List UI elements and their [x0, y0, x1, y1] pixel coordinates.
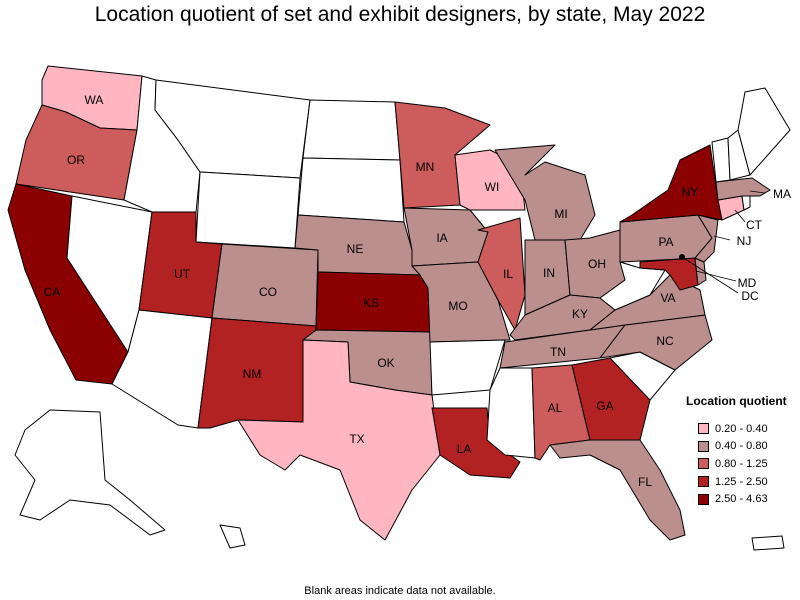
label-pa: PA — [658, 235, 673, 249]
label-ne: NE — [347, 242, 364, 256]
label-la: LA — [457, 442, 472, 456]
state-pr[interactable] — [751, 535, 785, 551]
label-in: IN — [543, 266, 555, 280]
label-tx: TX — [349, 432, 364, 446]
legend-item: 1.25 - 2.50 — [698, 473, 768, 491]
state-ny[interactable] — [619, 144, 723, 223]
state-sd[interactable] — [297, 157, 405, 223]
label-ct: CT — [746, 218, 763, 232]
label-tn: TN — [550, 345, 566, 359]
label-md: MD — [738, 276, 757, 290]
legend-label: 0.80 - 1.25 — [715, 457, 768, 470]
label-ky: KY — [572, 307, 588, 321]
legend-item: 2.50 - 4.63 — [698, 490, 768, 508]
state-mi[interactable] — [494, 144, 596, 241]
footnote: Blank areas indicate data not available. — [304, 585, 496, 597]
legend-item: 0.20 - 0.40 — [698, 420, 768, 438]
legend-swatch — [698, 493, 709, 505]
label-il: IL — [503, 267, 513, 281]
label-fl: FL — [638, 475, 652, 489]
state-la[interactable] — [431, 407, 521, 479]
label-dc: DC — [741, 289, 759, 303]
legend-item: 0.40 - 0.80 — [698, 438, 768, 456]
label-ga: GA — [596, 399, 613, 413]
state-fl[interactable] — [549, 439, 686, 541]
state-ri[interactable] — [741, 194, 751, 211]
label-co: CO — [259, 285, 277, 299]
label-ma: MA — [773, 187, 791, 201]
state-me[interactable] — [737, 87, 791, 176]
state-ms[interactable] — [486, 367, 536, 459]
legend-label: 1.25 - 2.50 — [715, 475, 768, 488]
label-al: AL — [548, 401, 563, 415]
state-il[interactable] — [477, 217, 526, 331]
legend-label: 0.40 - 0.80 — [715, 440, 768, 453]
map-title: Location quotient of set and exhibit des… — [94, 3, 706, 26]
legend-swatch — [698, 476, 709, 488]
state-tx[interactable] — [237, 339, 441, 541]
label-nc: NC — [656, 334, 674, 348]
label-or: OR — [67, 153, 85, 167]
label-mo: MO — [448, 299, 467, 313]
legend-swatch — [698, 423, 709, 435]
label-ut: UT — [174, 267, 191, 281]
state-hi[interactable] — [219, 524, 246, 549]
label-leader-lines — [681, 190, 766, 294]
legend-swatch — [698, 440, 709, 452]
state-ga[interactable] — [571, 357, 651, 441]
label-ia: IA — [436, 231, 447, 245]
label-ny: NY — [682, 185, 699, 199]
label-nj: NJ — [737, 234, 752, 248]
legend: 0.20 - 0.40 0.40 - 0.80 0.80 - 1.25 1.25… — [698, 420, 768, 508]
state-wy[interactable] — [195, 171, 301, 249]
label-nm: NM — [243, 367, 262, 381]
label-va: VA — [660, 291, 675, 305]
label-ks: KS — [363, 296, 379, 310]
legend-label: 2.50 - 4.63 — [715, 493, 768, 506]
label-oh: OH — [588, 257, 606, 271]
label-ok: OK — [377, 356, 394, 370]
label-mn: MN — [416, 160, 435, 174]
legend-title: Location quotient — [686, 394, 787, 408]
legend-label: 0.20 - 0.40 — [715, 422, 768, 435]
label-ca: CA — [44, 285, 61, 299]
legend-item: 0.80 - 1.25 — [698, 455, 768, 473]
state-ak[interactable] — [14, 409, 166, 536]
label-wa: WA — [85, 93, 104, 107]
state-nd[interactable] — [302, 99, 401, 161]
legend-swatch — [698, 458, 709, 470]
label-wi: WI — [485, 180, 500, 194]
state-ma[interactable] — [715, 177, 771, 201]
label-mi: MI — [554, 207, 567, 221]
state-nj[interactable] — [694, 214, 719, 263]
